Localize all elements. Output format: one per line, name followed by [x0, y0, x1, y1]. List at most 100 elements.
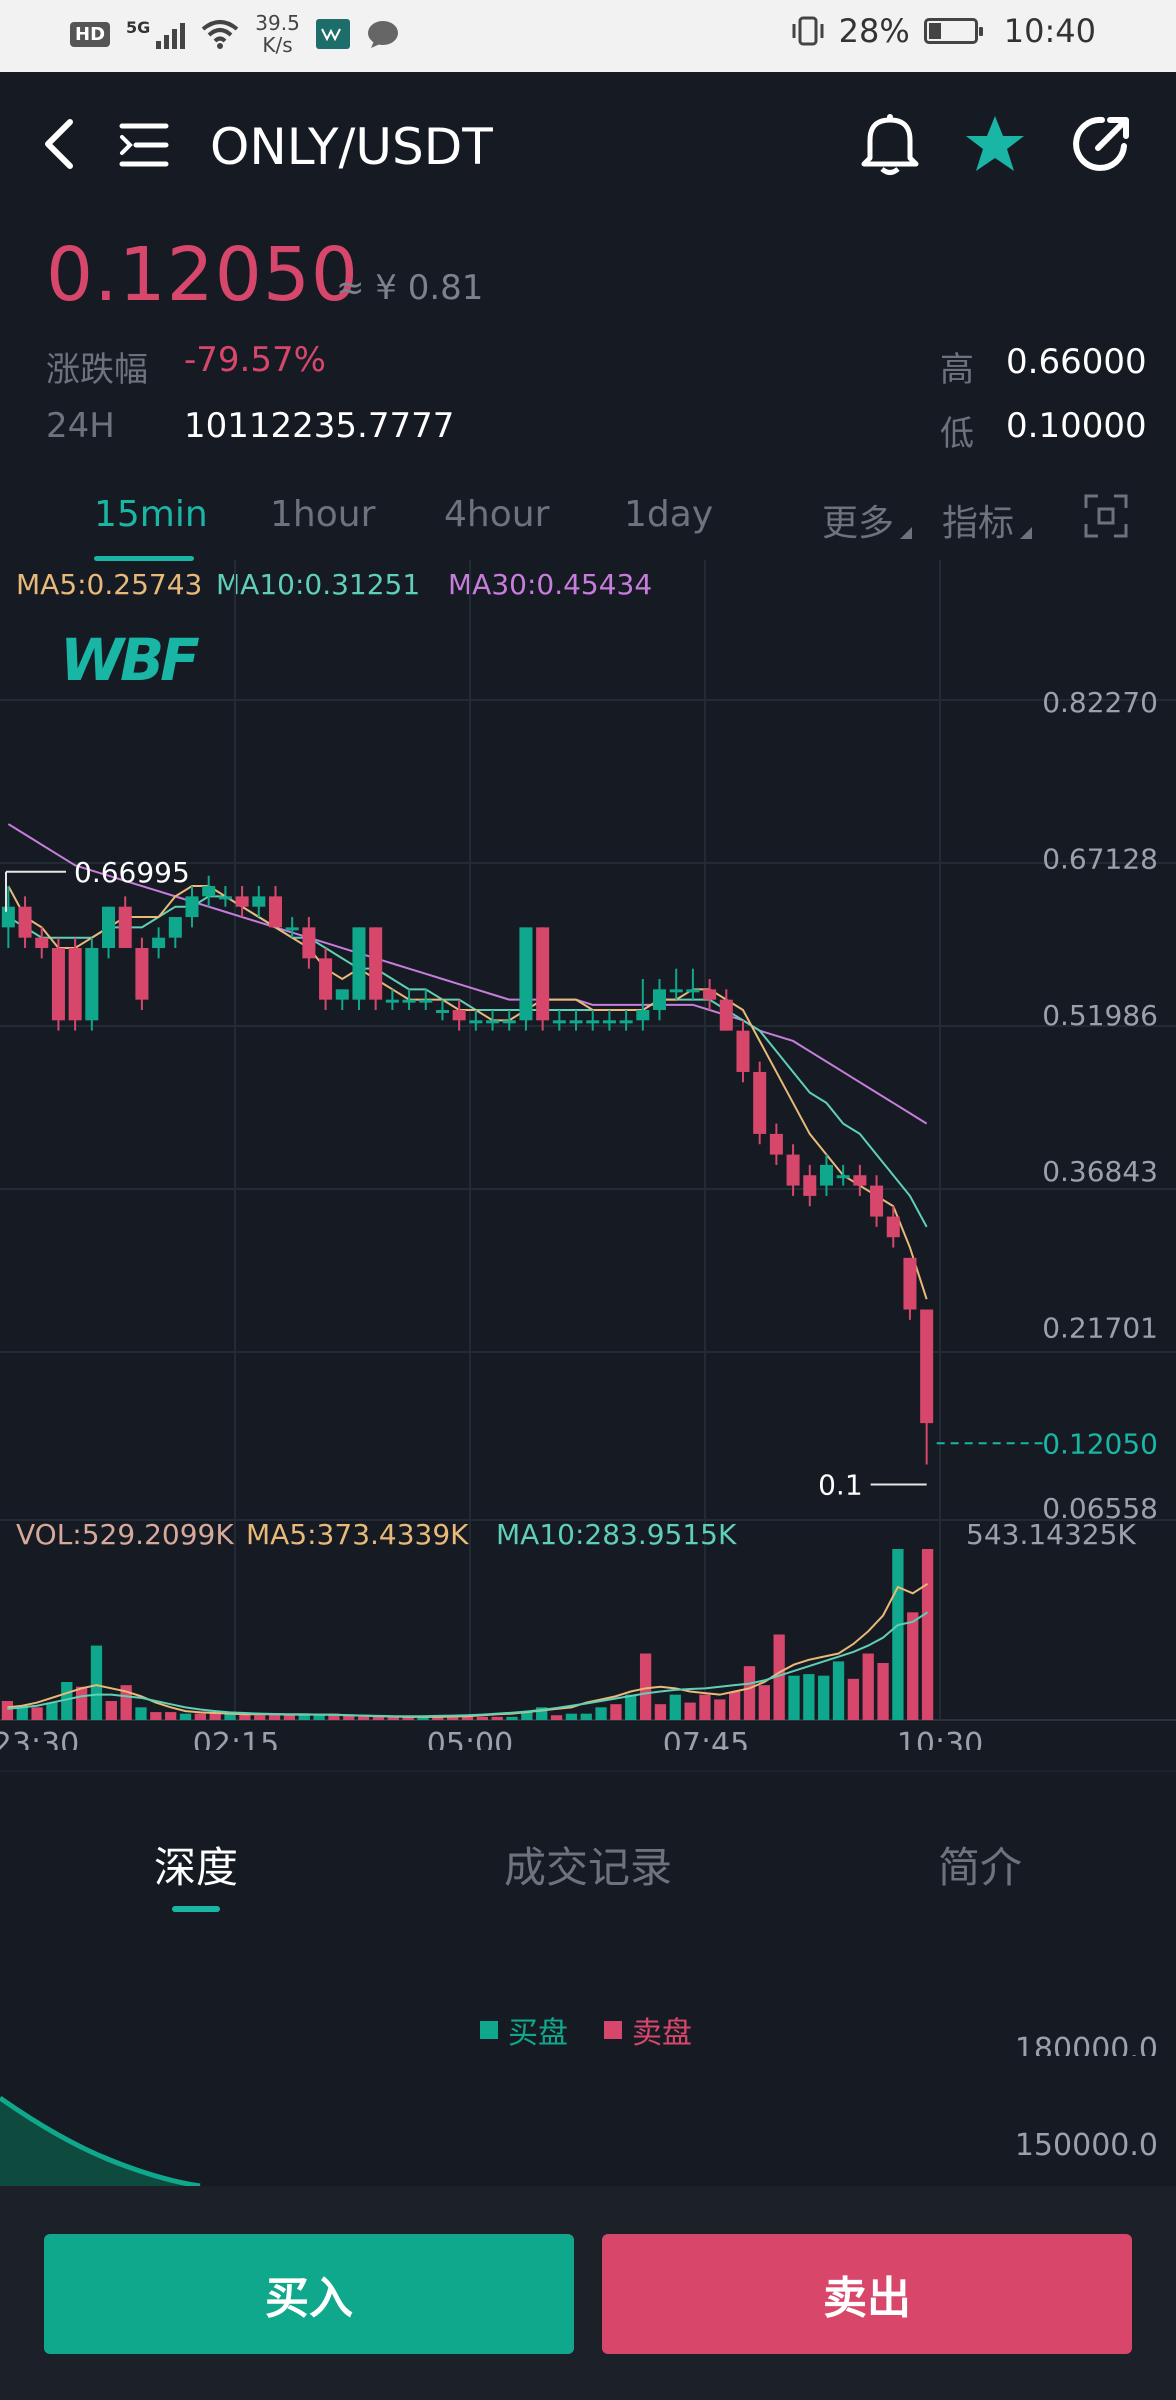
volume-bar: [818, 1675, 830, 1720]
network-type: 5G: [126, 17, 151, 37]
last-price-label: 0.12050: [1042, 1427, 1158, 1460]
candle-body: [836, 1175, 850, 1179]
high-label: 高: [940, 350, 974, 390]
candle: [335, 989, 349, 1010]
last-price: 0.12050: [46, 232, 360, 318]
volume-bar: [90, 1645, 103, 1720]
tab-depth[interactable]: 深度: [153, 1843, 239, 1892]
sell-button[interactable]: 卖出: [602, 2234, 1132, 2354]
indicator-dropdown[interactable]: 指标: [942, 494, 1033, 546]
x-axis-label: 10:30: [897, 1727, 983, 1750]
volume-bar: [743, 1666, 756, 1720]
high-value: 0.66000: [1006, 342, 1147, 382]
share-icon[interactable]: [1070, 112, 1134, 176]
candle-body: [385, 999, 399, 1003]
tab-1hour[interactable]: 1hour: [270, 494, 376, 535]
kline-chart[interactable]: WBF 0.82270 0.67128 0.51986 0.36843 0.21701 0…: [0, 560, 1176, 1750]
wifi-icon: [202, 20, 239, 49]
candle-body: [85, 948, 99, 1021]
volume-bar: [150, 1712, 162, 1720]
volume-bar: [580, 1713, 592, 1720]
volume-bar: [328, 1713, 340, 1720]
candle-body: [569, 1020, 583, 1024]
volume-bar: [179, 1713, 192, 1720]
candle: [719, 989, 733, 1031]
top-nav-bar: ONLY/USDT: [0, 72, 1176, 222]
volume-bar: [298, 1715, 310, 1720]
candle: [519, 927, 533, 1031]
volume-bar: [357, 1716, 370, 1720]
ma5-legend: MA5:0.25743: [16, 568, 203, 601]
candle: [703, 979, 717, 1010]
volume-bar: [773, 1634, 785, 1720]
candle-body: [235, 896, 249, 907]
fullscreen-icon[interactable]: [1084, 494, 1128, 538]
change-value: -79.57%: [184, 340, 326, 380]
candle: [435, 999, 449, 1021]
more-dropdown[interactable]: 更多: [822, 494, 913, 546]
back-arrow-icon[interactable]: [40, 116, 80, 172]
candle-body: [1, 906, 15, 928]
candle: [636, 979, 650, 1031]
candle-body: [602, 1020, 616, 1024]
battery-percent: 28%: [838, 12, 910, 50]
volume-bar: [224, 1713, 236, 1720]
candle-body: [769, 1133, 783, 1155]
network-speed: 39.5 K/s: [255, 11, 300, 57]
tab-1day[interactable]: 1day: [624, 494, 714, 535]
legend-buy: 买盘: [480, 2008, 568, 2052]
candle-body: [719, 999, 733, 1031]
volume-bar: [135, 1707, 147, 1720]
tab-intro[interactable]: 简介: [937, 1843, 1023, 1892]
candle-body: [168, 917, 182, 938]
buy-button[interactable]: 买入: [44, 2234, 574, 2354]
volume-bar: [565, 1713, 578, 1720]
volume-bar: [165, 1712, 177, 1720]
candle: [903, 1257, 917, 1320]
candle-body: [435, 1009, 449, 1013]
candle-body: [652, 989, 667, 1010]
volume-bar: [595, 1707, 607, 1720]
depth-chart-buy-area: [0, 2095, 201, 2189]
volume-bar: [16, 1707, 28, 1720]
menu-list-icon[interactable]: [118, 120, 170, 170]
clock: 10:40: [1003, 12, 1096, 50]
candle: [836, 1164, 850, 1186]
tab-4hour[interactable]: 4hour: [444, 494, 550, 535]
candle-body: [302, 927, 316, 959]
tab-15min[interactable]: 15min: [94, 494, 208, 535]
vibrate-icon: [792, 16, 824, 46]
y-axis-label: 0.36843: [1042, 1155, 1158, 1188]
volume-bar: [105, 1700, 117, 1720]
candle-body: [352, 927, 366, 1000]
volume-bar: [402, 1716, 414, 1720]
candle-body: [469, 1020, 483, 1024]
volume-bar: [803, 1674, 815, 1720]
action-bar: 买入 卖出: [0, 2186, 1176, 2400]
candle: [268, 886, 283, 928]
interval-tabs: 15min 1hour 4hour 1day 更多 指标: [0, 478, 1176, 564]
candle: [135, 937, 149, 1010]
bell-icon[interactable]: [860, 112, 920, 176]
candle-body: [369, 927, 383, 1000]
candle-body: [803, 1175, 817, 1196]
ma30-line: [7, 823, 928, 1125]
candle-body: [135, 948, 149, 1000]
tab-trades[interactable]: 成交记录: [503, 1843, 673, 1892]
candle-body: [619, 1020, 633, 1024]
candle-body: [519, 927, 533, 1021]
candle: [202, 875, 216, 907]
candle-body: [402, 999, 416, 1003]
candle-body: [152, 937, 166, 949]
volume-bar: [283, 1713, 296, 1720]
legend-sell: 卖盘: [604, 2008, 692, 2052]
volume-bar: [1, 1700, 14, 1720]
volume-bar: [536, 1707, 548, 1720]
volume-bar: [476, 1716, 488, 1720]
svg-text:WBF: WBF: [60, 626, 199, 694]
volume-bar: [699, 1694, 711, 1720]
ma10-line: [7, 895, 928, 1228]
favorite-star-icon[interactable]: [964, 114, 1026, 174]
candle-body: [486, 1020, 500, 1024]
candle: [803, 1164, 817, 1207]
